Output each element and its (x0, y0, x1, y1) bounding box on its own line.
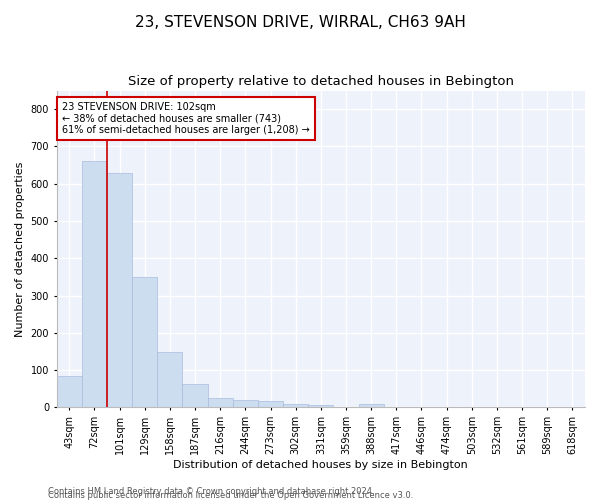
Text: 23, STEVENSON DRIVE, WIRRAL, CH63 9AH: 23, STEVENSON DRIVE, WIRRAL, CH63 9AH (134, 15, 466, 30)
Y-axis label: Number of detached properties: Number of detached properties (15, 162, 25, 336)
Bar (208, 398, 233, 407)
X-axis label: Distribution of detached houses by size in Bebington: Distribution of detached houses by size … (173, 460, 468, 470)
Bar (56, 376, 82, 408)
Title: Size of property relative to detached houses in Bebington: Size of property relative to detached ho… (128, 75, 514, 88)
Text: 23 STEVENSON DRIVE: 102sqm
← 38% of detached houses are smaller (743)
61% of sem: 23 STEVENSON DRIVE: 102sqm ← 38% of deta… (62, 102, 310, 135)
Bar (132, 277, 157, 407)
Bar (283, 404, 308, 407)
Bar (258, 401, 283, 407)
Bar (233, 400, 258, 407)
Bar (359, 404, 384, 407)
Bar (82, 162, 107, 408)
Bar (308, 405, 334, 407)
Bar (107, 174, 132, 408)
Text: Contains public sector information licensed under the Open Government Licence v3: Contains public sector information licen… (48, 492, 413, 500)
Bar (182, 384, 208, 407)
Text: Contains HM Land Registry data © Crown copyright and database right 2024.: Contains HM Land Registry data © Crown c… (48, 486, 374, 496)
Bar (157, 352, 182, 408)
